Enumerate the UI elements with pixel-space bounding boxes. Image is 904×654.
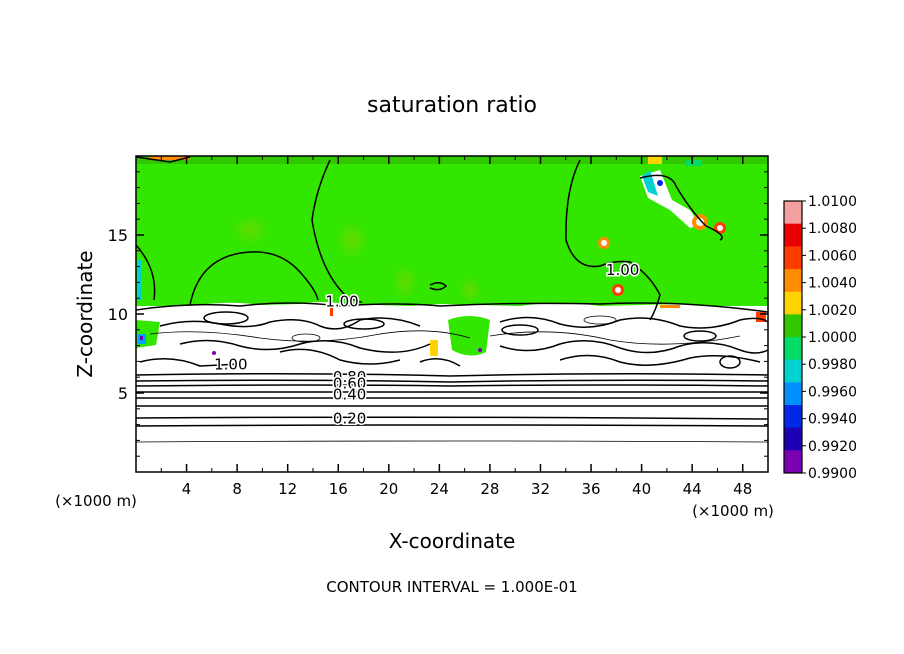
x-tick-label: 8 bbox=[232, 480, 242, 498]
x-tick-label: 20 bbox=[379, 480, 398, 498]
colorbar-label: 1.0020 bbox=[808, 303, 857, 319]
x-tick-label: 48 bbox=[733, 480, 752, 498]
colorbar-swatch bbox=[784, 405, 802, 429]
field-blob bbox=[458, 276, 482, 304]
colorbar-label: 1.0000 bbox=[808, 330, 857, 346]
contour-label: 1.00 bbox=[325, 292, 358, 310]
colorbar-swatch bbox=[784, 427, 802, 451]
field-blob bbox=[391, 264, 419, 300]
contour-interval-footer: CONTOUR INTERVAL = 1.000E-01 bbox=[326, 578, 577, 596]
contour-label: 0.20 bbox=[333, 409, 366, 427]
y-axis: 5 10 15 bbox=[108, 171, 768, 457]
speckles bbox=[138, 156, 766, 356]
x-tick-label: 44 bbox=[683, 480, 702, 498]
contour-label: 1.00 bbox=[606, 261, 639, 279]
x-tick-label: 24 bbox=[430, 480, 449, 498]
x-unit-label: (×1000 m) bbox=[692, 502, 774, 520]
colorbar-swatch bbox=[784, 450, 802, 474]
y-tick-label: 10 bbox=[108, 305, 128, 324]
colorbar-swatch bbox=[784, 291, 802, 315]
contour-lines-cloud bbox=[136, 302, 768, 369]
colorbar-swatch bbox=[784, 359, 802, 383]
colorbar-label: 1.0060 bbox=[808, 248, 857, 264]
plot-area: 1.00 1.00 1.00 0.800.600.40 0.20 bbox=[136, 156, 768, 472]
x-tick-label: 32 bbox=[531, 480, 550, 498]
field-blob bbox=[230, 214, 270, 246]
colorbar-swatch bbox=[784, 269, 802, 293]
y-unit-label: (×1000 m) bbox=[55, 492, 137, 510]
colorbar-label: 1.0040 bbox=[808, 276, 857, 292]
colorbar-swatch bbox=[784, 382, 802, 406]
x-tick-label: 28 bbox=[480, 480, 499, 498]
x-axis: 4 8 12 16 20 24 28 32 36 40 44 48 bbox=[160, 156, 752, 498]
y-axis-label: Z-coordinate bbox=[73, 250, 97, 377]
contour-labels: 1.00 1.00 1.00 0.800.600.40 0.20 bbox=[213, 259, 641, 429]
field-top-band bbox=[136, 156, 768, 164]
field-blob bbox=[334, 220, 370, 260]
x-tick-label: 4 bbox=[182, 480, 192, 498]
x-tick-label: 16 bbox=[329, 480, 348, 498]
green-patch bbox=[448, 316, 490, 356]
x-axis-label: X-coordinate bbox=[389, 529, 516, 553]
contour-lines-upper bbox=[136, 156, 723, 321]
colorbar-swatch bbox=[784, 223, 802, 247]
colorbar-swatch bbox=[784, 314, 802, 338]
y-tick-label: 15 bbox=[108, 226, 128, 245]
colorbar-swatch bbox=[784, 246, 802, 270]
colorbar-label: 0.9900 bbox=[808, 466, 857, 482]
contour-label: 1.00 bbox=[214, 356, 247, 374]
colorbar-swatch bbox=[784, 201, 802, 225]
colorbar-swatch bbox=[784, 337, 802, 361]
colorbar-label: 0.9980 bbox=[808, 357, 857, 373]
contour-lines-stratified bbox=[136, 372, 768, 443]
contour-label: 0.80 bbox=[333, 368, 366, 386]
x-tick-label: 12 bbox=[278, 480, 297, 498]
colorbar-label: 0.9960 bbox=[808, 384, 857, 400]
contour-label: 0.60 bbox=[333, 375, 366, 393]
contour-label: 0.40 bbox=[333, 386, 366, 404]
colorbar-label: 1.0080 bbox=[808, 221, 857, 237]
colorbar-label: 0.9940 bbox=[808, 412, 857, 428]
chart-title: saturation ratio bbox=[367, 93, 537, 118]
colorbar-label: 1.0100 bbox=[808, 194, 857, 210]
y-tick-label: 5 bbox=[118, 384, 128, 403]
colorbar-label: 0.9920 bbox=[808, 439, 857, 455]
x-tick-label: 36 bbox=[581, 480, 600, 498]
contour-lines-cloud-thin bbox=[149, 315, 741, 345]
colorbar: 1.0100 1.0080 1.0060 1.0040 1.0020 1.0000 0.99… bbox=[783, 194, 857, 482]
x-tick-label: 40 bbox=[632, 480, 651, 498]
